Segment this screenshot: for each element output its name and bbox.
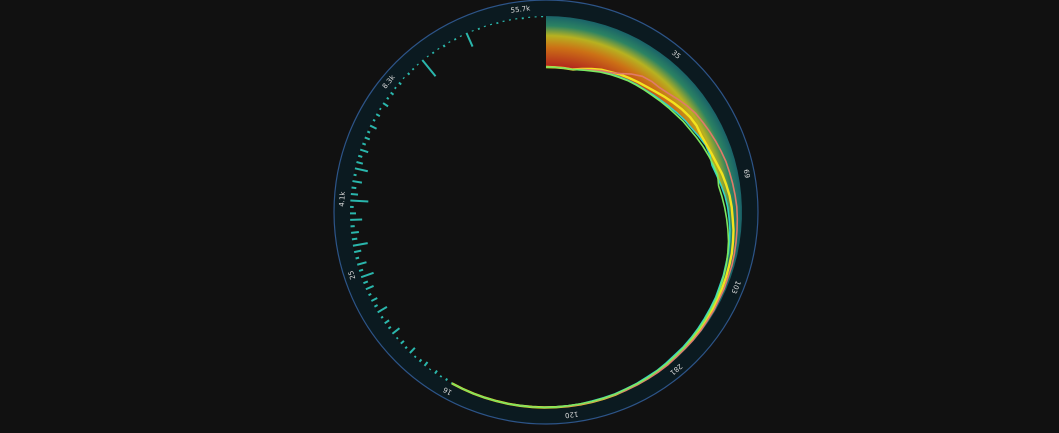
spike-mark: [380, 109, 382, 110]
spike-mark: [363, 281, 367, 283]
spike-mark: [403, 78, 404, 79]
spike-mark: [405, 347, 407, 349]
spike-mark: [356, 258, 359, 259]
spike-mark: [461, 36, 462, 37]
spike-mark: [383, 103, 388, 106]
spike-mark: [366, 286, 374, 289]
spike-mark: [353, 243, 368, 246]
spike-mark: [376, 114, 380, 116]
spike-mark: [419, 359, 421, 361]
spike-mark: [435, 371, 437, 374]
spike-mark: [352, 239, 357, 240]
spike-mark: [455, 39, 456, 41]
spike-mark: [354, 251, 361, 252]
spike-mark: [358, 156, 362, 157]
spike-mark: [391, 92, 394, 94]
spike-mark: [395, 87, 396, 88]
spike-mark: [374, 305, 377, 307]
angle-label: 120: [564, 410, 578, 420]
outer-ring: [342, 8, 750, 416]
spike-mark: [387, 98, 389, 99]
spike-mark: [433, 52, 434, 53]
spike-mark: [466, 33, 472, 47]
spike-mark: [356, 162, 362, 164]
spike-mark: [410, 348, 415, 353]
spike-mark: [427, 56, 428, 57]
spike-mark: [367, 131, 370, 132]
spike-mark: [417, 64, 418, 65]
spike-mark: [388, 327, 390, 329]
spike-mark: [401, 341, 404, 344]
spike-mark: [479, 28, 480, 30]
spike-mark: [361, 273, 373, 277]
spike-mark: [351, 232, 359, 233]
spike-mark: [430, 369, 431, 370]
spike-mark: [443, 45, 444, 47]
spike-mark: [378, 307, 387, 313]
spike-mark: [415, 356, 416, 357]
spike-mark: [352, 181, 361, 183]
spike-mark: [371, 298, 377, 301]
spike-mark: [440, 376, 441, 378]
spike-mark: [425, 362, 428, 366]
spike-mark: [449, 42, 450, 43]
spike-mark: [446, 378, 447, 380]
spike-mark: [412, 68, 413, 69]
spike-mark: [369, 294, 372, 295]
spike-mark: [381, 317, 383, 318]
spike-mark: [350, 200, 368, 201]
spike-mark: [360, 150, 368, 153]
spike-mark: [399, 82, 401, 84]
spike-mark: [422, 60, 435, 76]
angle-label: 69: [742, 169, 752, 179]
spike-mark: [408, 73, 410, 75]
spike-mark: [438, 48, 439, 49]
spike-mark: [352, 188, 357, 189]
spike-mark: [385, 320, 389, 323]
spike-mark: [355, 168, 368, 171]
spike-mark: [370, 126, 376, 129]
angle-label: 4.1k: [338, 190, 347, 207]
spike-mark: [359, 270, 363, 271]
spike-mark: [373, 120, 375, 121]
spike-mark: [365, 137, 370, 139]
spike-mark: [354, 175, 357, 176]
spike-mark: [392, 328, 399, 334]
spike-mark: [397, 338, 398, 339]
spike-mark: [351, 194, 358, 195]
spike-mark: [362, 143, 365, 144]
spike-mark: [357, 262, 366, 265]
